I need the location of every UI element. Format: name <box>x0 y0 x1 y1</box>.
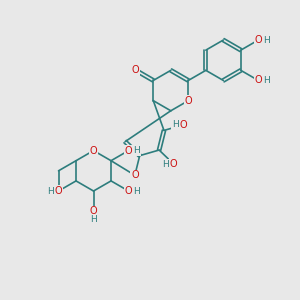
Text: H: H <box>263 76 270 85</box>
Text: H: H <box>134 146 140 155</box>
Text: O: O <box>184 96 192 106</box>
Text: O: O <box>170 159 178 169</box>
Text: H: H <box>172 120 178 129</box>
Text: O: O <box>90 206 97 216</box>
Text: O: O <box>254 76 262 85</box>
Text: O: O <box>55 186 62 196</box>
Text: O: O <box>132 65 140 75</box>
Text: H: H <box>47 187 54 196</box>
Text: O: O <box>180 120 187 130</box>
Text: H: H <box>134 187 140 196</box>
Text: O: O <box>254 35 262 45</box>
Text: O: O <box>90 146 97 156</box>
Text: H: H <box>162 160 169 169</box>
Text: H: H <box>47 187 54 196</box>
Text: O: O <box>125 186 132 196</box>
Text: O: O <box>125 146 132 156</box>
Text: O: O <box>131 170 139 180</box>
Text: O: O <box>55 186 62 196</box>
Text: H: H <box>263 35 270 44</box>
Text: H: H <box>90 215 97 224</box>
